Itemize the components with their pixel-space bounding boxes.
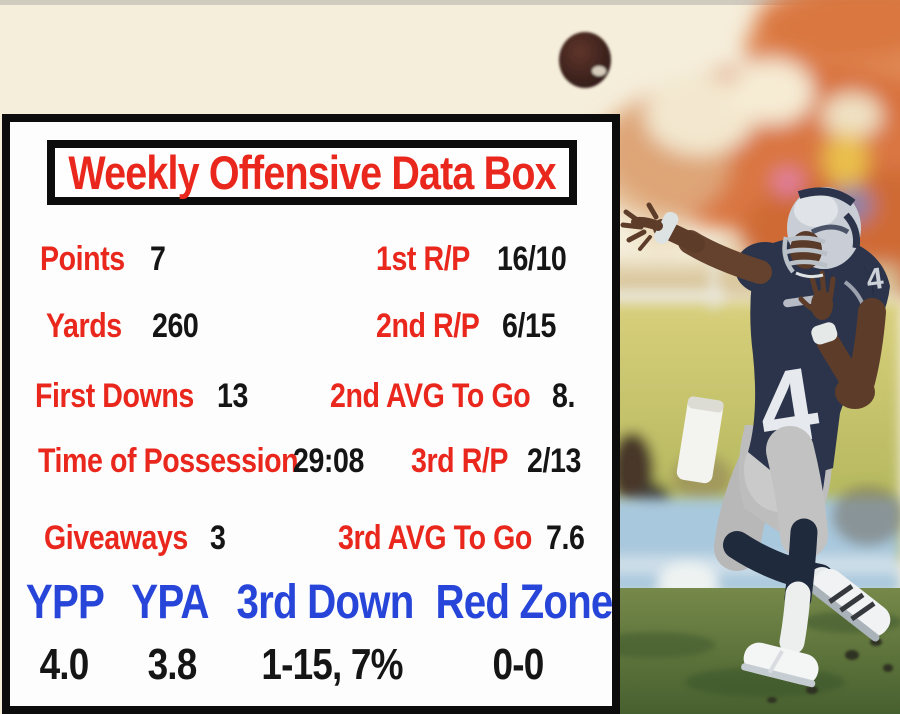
stat-label: 1st R/P — [376, 240, 470, 278]
stat-value: 16/10 — [497, 240, 567, 278]
football-icon — [559, 32, 611, 88]
stat-value: 2/13 — [527, 442, 581, 480]
helmet-facemask — [782, 235, 828, 274]
summary-value-3rd-down: 1-15, 7% — [261, 640, 403, 689]
stat-row-yards: Yards 260 2nd R/P 6/15 — [10, 309, 612, 345]
summary-value-ypp: 4.0 — [39, 640, 90, 689]
summary-value-ypa: 3.8 — [147, 640, 198, 689]
stat-value: 13 — [217, 377, 248, 415]
stat-label: 2nd AVG To Go — [330, 377, 531, 415]
top-edge-strip — [0, 0, 900, 5]
weekly-offensive-data-box: Weekly Offensive Data Box Points 7 1st R… — [2, 114, 620, 714]
summary-header-3rd-down: 3rd Down — [236, 576, 415, 629]
summary-header-ypp: YPP — [25, 576, 105, 629]
stat-value: 3 — [210, 519, 226, 557]
stat-value: 7 — [150, 240, 166, 278]
stat-label: Giveaways — [44, 519, 188, 557]
stat-label: 3rd AVG To Go — [338, 519, 532, 557]
summary-value-red-zone: 0-0 — [492, 640, 545, 689]
stat-value: 6/15 — [502, 307, 556, 345]
stat-label: 2nd R/P — [376, 307, 480, 345]
summary-header-ypa: YPA — [131, 576, 209, 629]
stat-row-giveaways: Giveaways 3 3rd AVG To Go 7.6 — [10, 521, 612, 557]
stat-label: First Downs — [35, 377, 194, 415]
player-left-hand — [620, 202, 663, 251]
page-title: Weekly Offensive Data Box — [68, 146, 556, 199]
stat-value: 260 — [152, 307, 199, 345]
stat-label: Time of Possession — [38, 442, 299, 480]
stat-label: Points — [40, 240, 125, 278]
sideline-wall — [600, 486, 900, 606]
stat-label: 3rd R/P — [411, 442, 509, 480]
stat-value: 29:08 — [293, 442, 364, 480]
player-front-sock — [779, 581, 811, 655]
jersey-tv-number: 4 — [864, 262, 885, 297]
stat-row-points: Points 7 1st R/P 16/10 — [10, 242, 612, 278]
left-wristband — [654, 211, 679, 245]
stat-value: 7.6 — [546, 519, 585, 557]
right-wristband — [811, 322, 838, 345]
stat-value: 8. — [552, 377, 575, 415]
stat-label: Yards — [46, 307, 122, 345]
stat-row-first-downs: First Downs 13 2nd AVG To Go 8. — [10, 379, 612, 415]
player-figure: 4 4 — [620, 187, 891, 688]
stat-row-time-of-possession: Time of Possession 29:08 3rd R/P 2/13 — [10, 444, 612, 480]
summary-header-red-zone: Red Zone — [435, 576, 614, 629]
player-towel — [676, 396, 724, 484]
player-right-forearm — [816, 330, 868, 400]
dirt-chunks — [767, 638, 893, 703]
player-back-cleat — [808, 568, 891, 642]
player-helmet — [782, 187, 861, 279]
title-box: Weekly Offensive Data Box — [47, 140, 577, 205]
player-jersey — [748, 236, 890, 474]
player-front-cleat — [741, 642, 819, 688]
